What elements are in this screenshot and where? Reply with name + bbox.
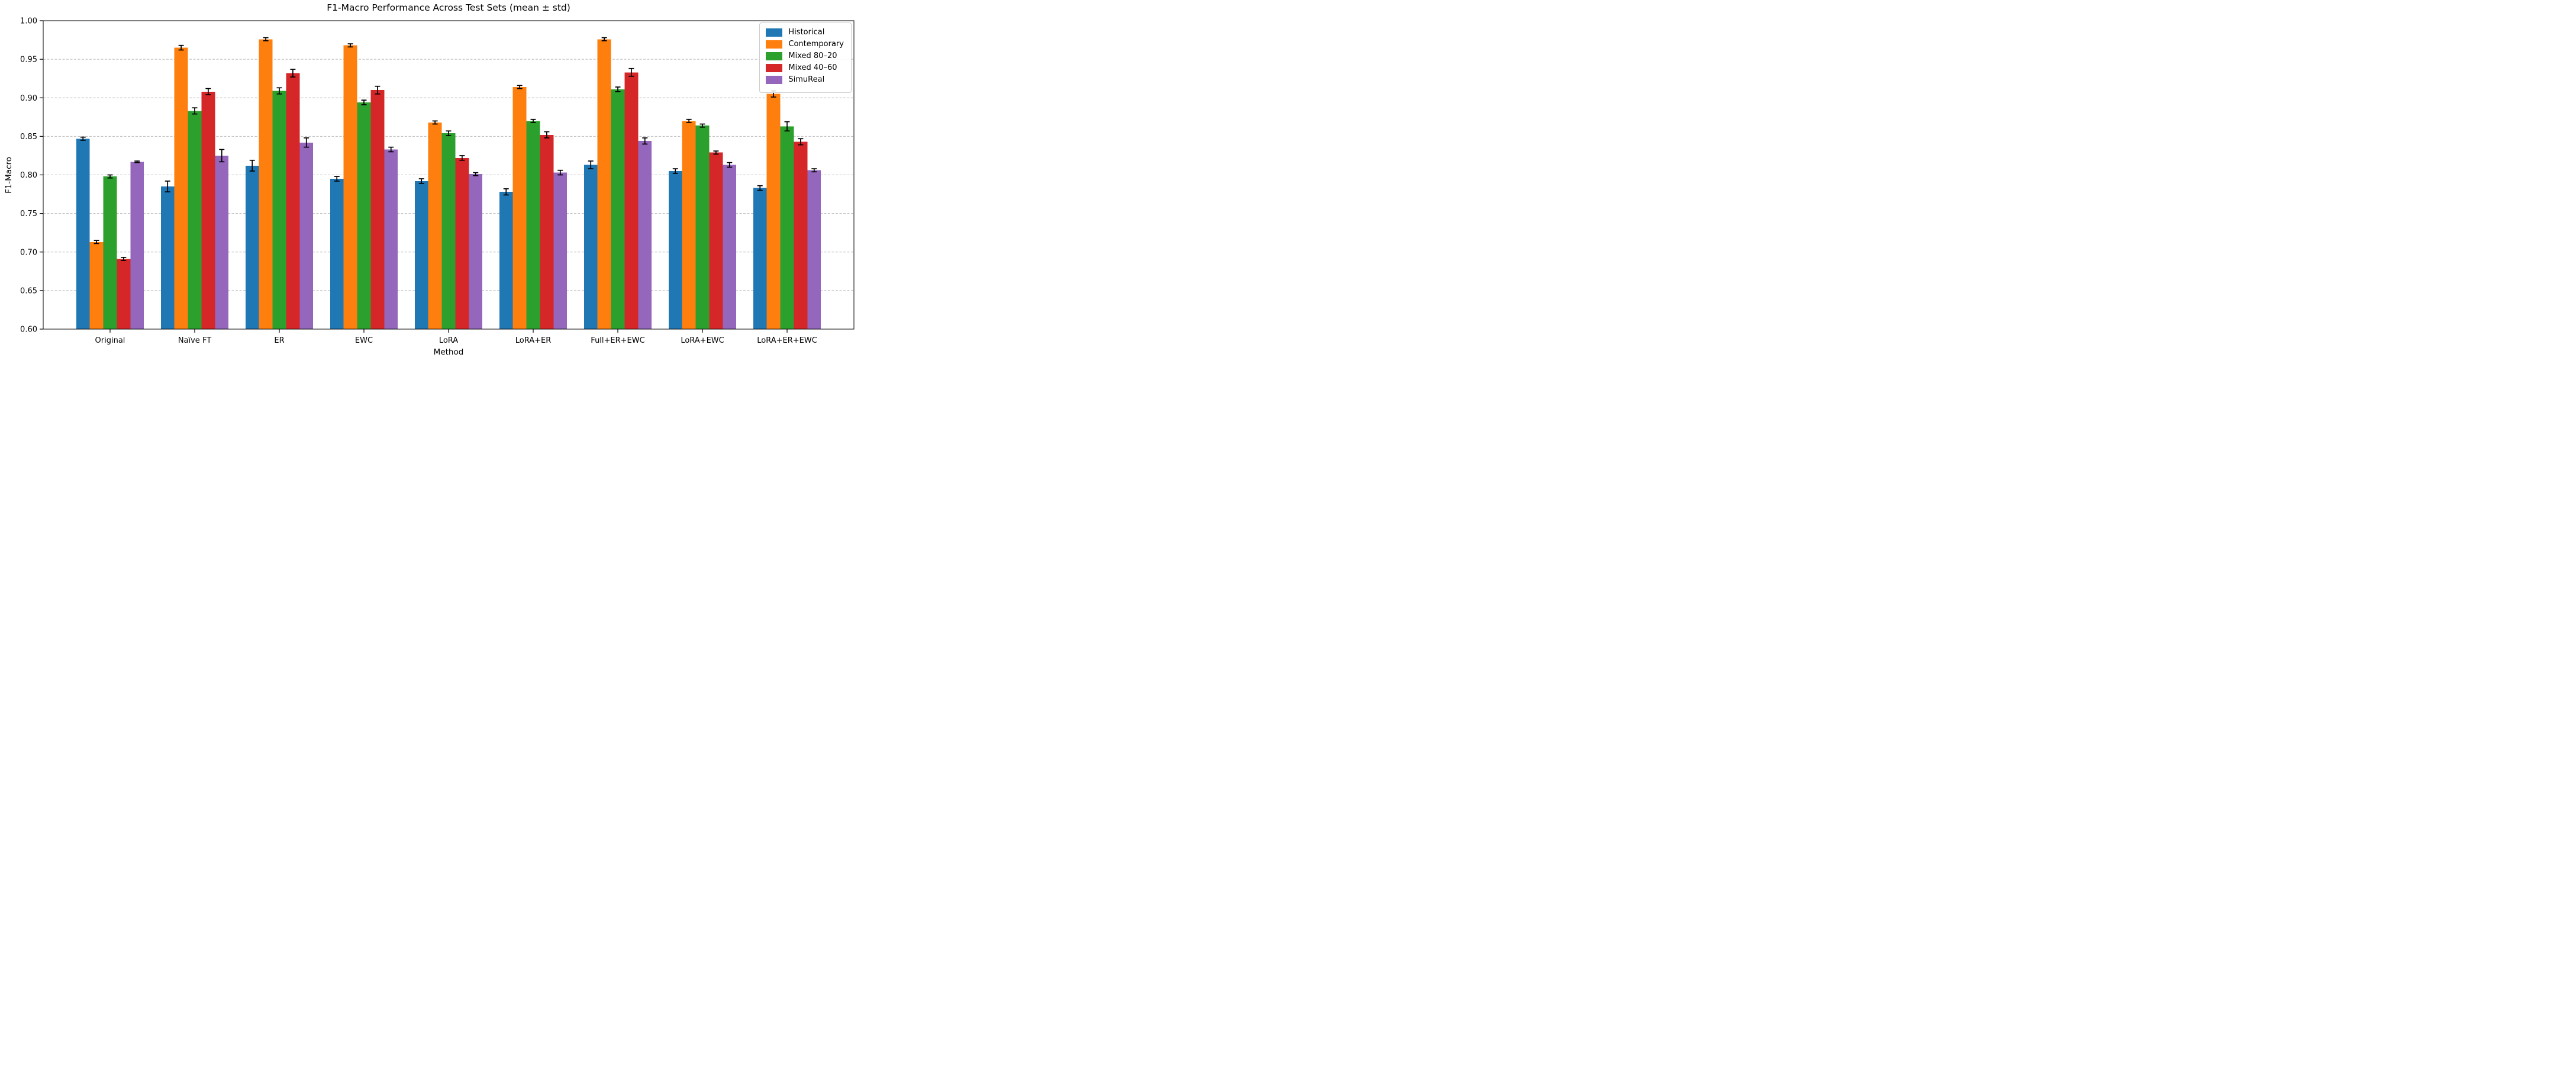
y-tick-label: 0.65 [20, 286, 37, 295]
legend-swatch-contemporary [766, 40, 783, 49]
bar-mixed-80-20-full-er-ewc [611, 89, 625, 330]
y-tick-label: 0.60 [20, 326, 37, 334]
bar-mixed-40-60-lora-er-ewc [794, 141, 808, 330]
bar-simureal-lora-er-ewc [807, 170, 821, 329]
bar-contemporary-ewc [343, 45, 357, 330]
bar-contemporary-lora-er-ewc [766, 94, 781, 330]
bar-mixed-40-60-lora-er [540, 134, 554, 329]
bar-historical-ewc [330, 179, 344, 329]
legend-item-mixed-80-20: Mixed 80–20 [766, 52, 844, 60]
legend-swatch-historical [766, 28, 783, 37]
y-tick-label: 0.80 [20, 171, 37, 180]
y-tick-label: 0.90 [20, 94, 37, 103]
legend-swatch-mixed-80-20 [766, 52, 783, 60]
bar-mixed-80-20-na-ve-ft [188, 111, 202, 329]
legend-label-contemporary: Contemporary [788, 40, 844, 49]
bar-historical-lora-ewc [668, 170, 682, 329]
bar-contemporary-na-ve-ft [174, 47, 188, 329]
bar-mixed-80-20-er [272, 91, 286, 329]
x-tick-label-original: Original [95, 336, 125, 345]
figure: F1-Macro Performance Across Test Sets (m… [0, 0, 859, 362]
x-tick-label-lora-er-ewc: LoRA+ER+EWC [757, 336, 817, 345]
y-tick-label: 0.85 [20, 133, 37, 141]
bar-contemporary-lora-ewc [682, 121, 696, 329]
chart-title: F1-Macro Performance Across Test Sets (m… [327, 2, 570, 13]
y-tick-label: 0.70 [20, 248, 37, 257]
legend-item-contemporary: Contemporary [766, 40, 844, 49]
bar-contemporary-lora-er [512, 87, 527, 329]
bar-mixed-80-20-lora [441, 133, 456, 330]
legend-swatch-simureal [766, 76, 783, 84]
bar-mixed-40-60-original [117, 259, 131, 329]
bar-historical-original [76, 139, 90, 329]
legend-item-historical: Historical [766, 28, 844, 37]
legend-item-mixed-40-60: Mixed 40–60 [766, 64, 844, 72]
bar-simureal-ewc [384, 149, 398, 329]
bar-mixed-40-60-na-ve-ft [201, 91, 215, 329]
y-tick-label: 0.75 [20, 210, 37, 218]
bar-contemporary-er [259, 39, 273, 329]
bar-historical-er [245, 165, 259, 329]
bar-historical-lora [414, 181, 428, 329]
bar-contemporary-full-er-ewc [597, 39, 611, 329]
bar-simureal-er [299, 142, 314, 330]
legend-label-simureal: SimuReal [788, 75, 825, 84]
bar-historical-na-ve-ft [160, 186, 175, 329]
bar-chart: 0.60 0.65 0.70 0.75 0.80 0.85 0.90 0.95 1.00 Orig… [20, 17, 855, 345]
bar-contemporary-original [89, 242, 104, 329]
bar-mixed-80-20-lora-ewc [695, 125, 710, 329]
x-tick-label-na-ve-ft: Naïve FT [178, 336, 211, 345]
bar-simureal-original [130, 162, 144, 329]
bar-mixed-40-60-lora [455, 157, 469, 329]
bar-mixed-40-60-ewc [370, 90, 385, 329]
y-tick-label: 0.95 [20, 56, 37, 65]
x-tick-label-er: ER [274, 336, 284, 345]
bar-mixed-80-20-original [103, 176, 117, 329]
legend-label-mixed-40-60: Mixed 40–60 [788, 63, 837, 72]
y-tick-label: 1.00 [20, 17, 37, 26]
legend-label-historical: Historical [788, 28, 825, 37]
legend-label-mixed-80-20: Mixed 80–20 [788, 51, 837, 60]
x-tick-label-lora-ewc: LoRA+EWC [681, 336, 724, 345]
x-axis-label: Method [433, 347, 464, 357]
bar-mixed-80-20-lora-er [526, 121, 540, 329]
bar-mixed-80-20-ewc [357, 102, 371, 329]
bar-simureal-lora [469, 174, 483, 329]
x-tick-label-full-er-ewc: Full+ER+EWC [591, 336, 644, 345]
bar-simureal-na-ve-ft [215, 155, 229, 329]
bar-simureal-lora-ewc [723, 165, 737, 329]
x-tick-label-ewc: EWC [355, 336, 373, 345]
bar-simureal-full-er-ewc [638, 141, 652, 329]
x-tick-label-lora-er: LoRA+ER [515, 336, 552, 345]
bar-contemporary-lora [428, 122, 442, 329]
bar-mixed-40-60-er [286, 73, 300, 329]
bar-historical-lora-er [499, 192, 513, 329]
bar-simureal-lora-er [553, 172, 568, 329]
bar-mixed-80-20-lora-er-ewc [780, 126, 794, 329]
legend: Historical Contemporary Mixed 80–20 Mixed 4… [759, 22, 852, 93]
bar-mixed-40-60-lora-ewc [709, 152, 723, 329]
bar-mixed-40-60-full-er-ewc [624, 72, 639, 330]
bar-historical-lora-er-ewc [753, 188, 767, 329]
x-tick-label-lora: LoRA [439, 336, 458, 345]
bar-historical-full-er-ewc [583, 165, 598, 329]
legend-item-simureal: SimuReal [766, 76, 844, 84]
legend-swatch-mixed-40-60 [766, 64, 783, 72]
